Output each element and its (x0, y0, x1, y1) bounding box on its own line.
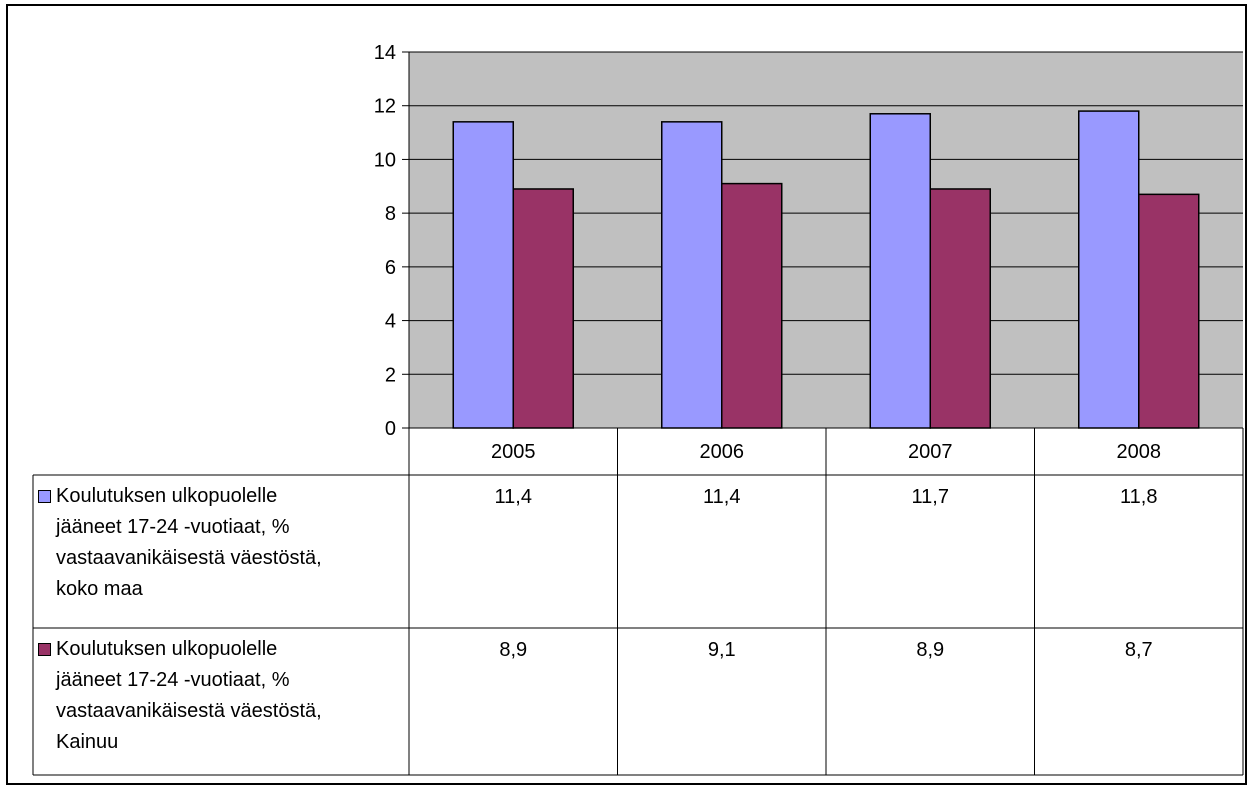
y-tick-label: 12 (374, 96, 396, 118)
legend-label-line: vastaavanikäisestä väestöstä, (56, 700, 322, 722)
y-tick-label: 4 (385, 311, 396, 333)
data-label: 9,1 (708, 639, 736, 661)
legend-label: Koulutuksen ulkopuolelle jääneet 17-24 -v… (56, 481, 408, 605)
legend-label: Koulutuksen ulkopuolelle jääneet 17-24 -v… (56, 634, 408, 758)
y-tick-label: 0 (385, 418, 396, 440)
category-label: 2008 (1117, 441, 1162, 463)
chart-svg: 0 2 4 6 8 10 12 14 2005 2006 2007 2008 11,4 11,4 11,7 1… (32, 42, 1244, 776)
y-tick-label: 6 (385, 257, 396, 279)
category-label: 2006 (700, 441, 745, 463)
legend-key-koko-maa (38, 490, 51, 503)
bar-koko-maa (869, 113, 931, 429)
bar-koko-maa (1078, 110, 1140, 429)
data-label: 11,4 (495, 486, 532, 508)
category-label: 2007 (908, 441, 953, 463)
bar-koko-maa (661, 121, 723, 429)
data-label: 8,7 (1125, 639, 1153, 661)
legend-label-line: Kainuu (56, 731, 119, 753)
legend-label-line: koko maa (56, 578, 143, 600)
chart-frame: 0 2 4 6 8 10 12 14 2005 2006 2007 2008 11,4 11,4 11,7 1… (6, 4, 1247, 785)
y-tick-label: 2 (385, 364, 396, 386)
bar-kainuu (512, 188, 574, 429)
data-label: 11,8 (1120, 486, 1157, 508)
y-tick-label: 14 (374, 42, 396, 64)
y-tick-label: 8 (385, 203, 396, 225)
bar-kainuu (721, 182, 783, 429)
legend-label-line: jääneet 17-24 -vuotiaat, % (56, 516, 290, 538)
data-label: 11,7 (912, 486, 949, 508)
legend-label-line: vastaavanikäisestä väestöstä, (56, 547, 322, 569)
bar-kainuu (1138, 193, 1200, 429)
y-tick-label: 10 (374, 149, 396, 171)
data-label: 8,9 (916, 639, 944, 661)
data-label: 8,9 (499, 639, 527, 661)
legend-label-line: Koulutuksen ulkopuolelle (56, 638, 278, 660)
bar-koko-maa (452, 121, 514, 429)
legend-label-line: Koulutuksen ulkopuolelle (56, 485, 278, 507)
legend-key-kainuu (38, 643, 51, 656)
legend-label-line: jääneet 17-24 -vuotiaat, % (56, 669, 290, 691)
data-label: 11,4 (703, 486, 740, 508)
category-label: 2005 (491, 441, 536, 463)
bar-kainuu (929, 188, 991, 429)
